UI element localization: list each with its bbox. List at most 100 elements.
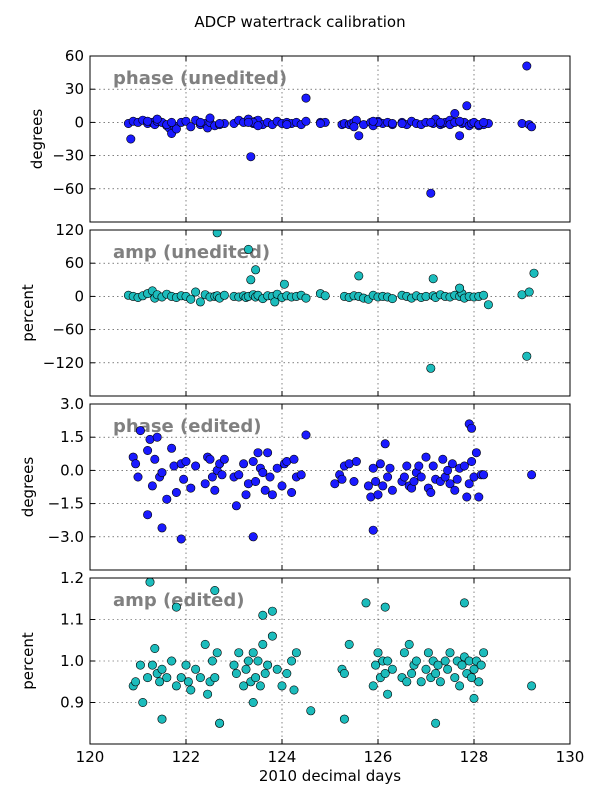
data-point <box>409 476 419 486</box>
data-point <box>143 116 153 126</box>
data-point <box>339 668 349 678</box>
data-point <box>186 122 196 132</box>
data-point <box>186 294 196 304</box>
data-point <box>443 664 453 674</box>
data-point <box>399 648 409 658</box>
x-tick-label: 128 <box>460 748 489 766</box>
panel-frame <box>89 577 571 745</box>
data-point <box>447 459 457 469</box>
data-point <box>239 681 249 691</box>
data-point <box>337 474 347 484</box>
data-point <box>402 461 412 471</box>
panel-annotation: phase (edited) <box>113 416 261 437</box>
data-point <box>147 481 157 491</box>
data-point <box>368 525 378 535</box>
data-point <box>145 578 155 587</box>
data-point <box>253 121 263 131</box>
data-point <box>282 120 292 130</box>
data-point <box>246 152 256 162</box>
y-tick-label: 1.2 <box>60 569 84 587</box>
data-point <box>181 456 191 466</box>
data-point <box>354 271 364 281</box>
data-point <box>435 677 445 687</box>
data-point <box>181 660 191 670</box>
panel-4: amp (edited) 1.2 1.1 1.0 0.9 120 122 124 126 128 1… <box>19 569 584 785</box>
data-point <box>469 664 479 674</box>
data-point <box>421 452 431 462</box>
data-point <box>287 656 297 666</box>
x-tick-label: 120 <box>76 748 105 766</box>
y-tick-label: 0.9 <box>60 694 84 712</box>
data-point <box>423 648 433 658</box>
data-point <box>450 109 460 119</box>
data-point <box>455 681 465 691</box>
data-point <box>368 681 378 691</box>
data-point <box>361 598 371 608</box>
data-point <box>527 122 537 132</box>
data-point <box>219 290 229 300</box>
data-point <box>349 476 359 486</box>
data-point <box>349 122 359 132</box>
data-point <box>301 116 311 126</box>
data-point <box>255 681 265 691</box>
data-point <box>404 639 414 649</box>
data-point <box>433 660 443 670</box>
data-point <box>191 461 201 471</box>
data-point <box>272 664 282 674</box>
data-point <box>253 448 263 458</box>
data-point <box>383 472 393 482</box>
data-point <box>301 93 311 103</box>
data-point <box>467 456 477 466</box>
data-point <box>270 297 280 307</box>
data-point <box>289 454 299 464</box>
data-point <box>243 656 253 666</box>
data-point <box>467 673 477 683</box>
data-point <box>234 470 244 480</box>
data-point <box>191 664 201 674</box>
data-point <box>421 664 431 674</box>
data-point <box>397 119 407 129</box>
data-point <box>452 474 462 484</box>
data-point <box>176 673 186 683</box>
y-tick-label: 1.0 <box>60 652 84 670</box>
data-point <box>155 677 165 687</box>
panel-annotation: amp (unedited) <box>113 242 270 263</box>
data-point <box>339 714 349 724</box>
y-tick-label: 3.0 <box>60 395 84 413</box>
data-point <box>150 643 160 653</box>
data-point <box>378 481 388 491</box>
data-point <box>467 423 477 433</box>
data-point <box>380 668 390 678</box>
data-point <box>279 279 289 289</box>
data-point <box>131 677 141 687</box>
data-point <box>191 287 201 297</box>
x-tick-label: 122 <box>172 748 201 766</box>
data-point <box>371 476 381 486</box>
data-point <box>147 660 157 670</box>
panel-annotation: amp (edited) <box>113 590 244 611</box>
data-point <box>445 479 455 489</box>
y-tick-label: 1.1 <box>60 611 84 629</box>
data-point <box>301 293 311 303</box>
data-point <box>241 664 251 674</box>
data-point <box>471 448 481 458</box>
data-point <box>383 656 393 666</box>
data-point <box>258 610 268 620</box>
data-point <box>143 673 153 683</box>
data-point <box>407 668 417 678</box>
data-point <box>277 681 287 691</box>
data-point <box>248 456 258 466</box>
data-point <box>267 606 277 616</box>
data-point <box>183 677 193 687</box>
data-point <box>248 697 258 707</box>
data-point <box>438 454 448 464</box>
data-point <box>476 660 486 670</box>
data-point <box>133 472 143 482</box>
data-point <box>315 119 325 129</box>
data-point <box>387 294 397 304</box>
data-point <box>344 639 354 649</box>
data-point <box>282 668 292 678</box>
data-point <box>363 481 373 491</box>
y-tick-label: 0.0 <box>60 461 84 479</box>
